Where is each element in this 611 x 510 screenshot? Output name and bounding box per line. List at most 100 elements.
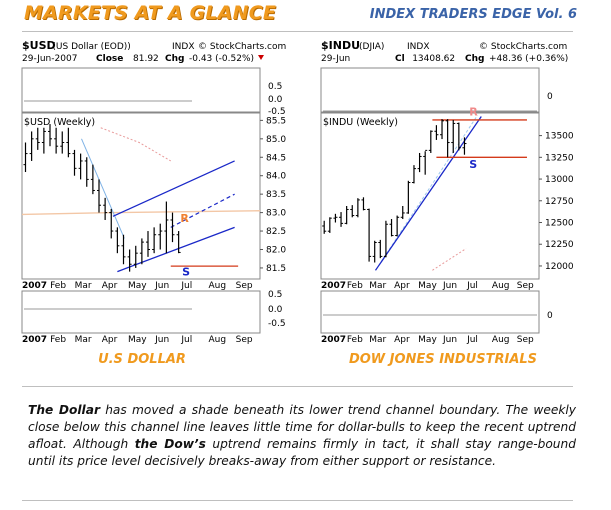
- uptrend-line: [374, 116, 482, 271]
- y-tick-label: 12250: [545, 240, 574, 250]
- y-tick-label: 12500: [545, 219, 574, 229]
- resistance-marker: R: [180, 212, 189, 225]
- chart-date: 29-Jun-2007: [22, 54, 77, 64]
- x-tick-label-bottom: Jun: [442, 335, 457, 345]
- chart-exchange: INDX: [407, 42, 429, 52]
- x-tick-label-bottom: Feb: [50, 335, 66, 345]
- support-marker: S: [469, 158, 477, 171]
- y-tick-label: 12000: [545, 262, 574, 272]
- y-tick-label: 82.5: [266, 227, 286, 237]
- usd-caption: U.S DOLLAR: [98, 352, 186, 367]
- top-indicator-panel: [320, 67, 540, 113]
- chart-symbol: $INDU: [321, 39, 360, 52]
- x-tick-label: Apr: [394, 281, 410, 291]
- x-tick-label-bottom: Jun: [154, 335, 169, 345]
- y-tick-label: 82.0: [266, 245, 286, 255]
- y-tick-label: 85.5: [266, 116, 286, 126]
- x-tick-label: Mar: [75, 281, 92, 291]
- bottom-indicator-panel: [320, 290, 540, 334]
- indu-caption: DOW JONES INDUSTRIALS: [348, 352, 538, 367]
- x-tick-label-bottom: Mar: [369, 335, 386, 345]
- y-tick-label: 84.5: [266, 153, 286, 163]
- y-tick-label: 81.5: [266, 264, 286, 274]
- chg-label: Chg: [465, 54, 484, 64]
- x-tick-label-bottom: Mar: [75, 335, 92, 345]
- price-panel: [21, 112, 261, 280]
- top-tick-label: 0.5: [268, 82, 282, 92]
- dow-label: the Dow’s: [134, 437, 206, 451]
- y-tick-label: 85.0: [266, 135, 286, 145]
- price-panel: [320, 112, 540, 280]
- chart-name: (DJIA): [359, 42, 384, 52]
- x-tick-label: Feb: [50, 281, 66, 291]
- y-tick-label: 13250: [545, 153, 574, 163]
- close-value: 13408.62: [412, 54, 455, 64]
- chg-value: -0.43 (-0.52%): [189, 54, 254, 64]
- x-tick-label-bottom: May: [128, 335, 147, 345]
- page-subtitle: INDEX TRADERS EDGE Vol. 6: [369, 7, 577, 22]
- x-tick-label-bottom: Apr: [394, 335, 410, 345]
- x-tick-label-bottom: Feb: [347, 335, 363, 345]
- dollar-label: The Dollar: [28, 403, 100, 417]
- ma-dashed: [432, 248, 467, 271]
- header-divider: [22, 31, 573, 32]
- y-tick-label: 83.0: [266, 209, 286, 219]
- chg-value: +48.36 (+0.36%): [489, 54, 568, 64]
- x-tick-label: Apr: [102, 281, 118, 291]
- chart-symbol: $USD: [22, 39, 56, 52]
- x-tick-label-bottom: May: [418, 335, 437, 345]
- commentary-text-2: uptrend remains firmly in tact, it shall…: [28, 437, 576, 468]
- bottom-tick-label: 0.0: [268, 305, 283, 315]
- y-tick-label: 84.0: [266, 172, 286, 182]
- chart-source: © StockCharts.com: [479, 42, 567, 52]
- panel-label: $INDU (Weekly): [323, 117, 398, 128]
- year-label-bottom: 2007: [22, 335, 47, 345]
- down-arrow-icon: [258, 55, 264, 60]
- chart-source: © StockCharts.com: [198, 42, 286, 52]
- body-divider: [22, 386, 573, 387]
- bottom-tick-label: -0.5: [268, 319, 286, 329]
- x-tick-label-bottom: Apr: [102, 335, 118, 345]
- x-tick-label: May: [418, 281, 437, 291]
- panel-label: $USD (Weekly): [24, 117, 95, 128]
- x-tick-label: Jun: [154, 281, 169, 291]
- x-tick-label-bottom: Jul: [466, 335, 478, 345]
- year-label: 2007: [321, 281, 346, 291]
- close-value: 81.92: [133, 54, 159, 64]
- y-tick-label: 13500: [545, 132, 574, 142]
- year-label-bottom: 2007: [321, 335, 346, 345]
- chg-label: Chg: [165, 54, 184, 64]
- support-marker: S: [182, 265, 190, 278]
- x-tick-label: Aug: [209, 281, 227, 291]
- x-tick-label: Sep: [236, 281, 253, 291]
- bottom-indicator-panel: [21, 290, 261, 334]
- top-tick-label: 0: [547, 92, 553, 102]
- x-tick-label-bottom: Aug: [492, 335, 510, 345]
- usd-chart: $USD(US Dollar (EOD)) INDX © StockCharts.c…: [21, 39, 286, 345]
- page-title: MARKETS AT A GLANCE: [24, 2, 277, 24]
- x-tick-label: Jun: [442, 281, 457, 291]
- x-tick-label-bottom: Sep: [236, 335, 253, 345]
- x-tick-label-bottom: Sep: [517, 335, 534, 345]
- x-tick-label: Mar: [369, 281, 386, 291]
- channel-upper: [112, 160, 235, 217]
- y-tick-label: 13000: [545, 175, 574, 185]
- channel-middle-dashed: [170, 193, 235, 228]
- footer-divider: [22, 500, 573, 501]
- indu-chart: $INDU(DJIA) INDX © StockCharts.com 29-Jun Cl…: [320, 39, 574, 345]
- x-tick-label-bottom: Jul: [180, 335, 192, 345]
- x-tick-label: May: [128, 281, 147, 291]
- close-label: Close: [96, 54, 123, 64]
- year-label: 2007: [22, 281, 47, 291]
- x-tick-label: Jul: [180, 281, 192, 291]
- x-tick-label: Aug: [492, 281, 510, 291]
- x-tick-label: Feb: [347, 281, 363, 291]
- top-tick-label: 0.0: [268, 95, 283, 105]
- bottom-tick-label: 0.5: [268, 290, 282, 300]
- bottom-tick-label: 0: [547, 311, 553, 321]
- ma-short: [100, 127, 172, 162]
- close-label: Cl: [395, 54, 405, 64]
- chart-date: 29-Jun: [321, 54, 350, 64]
- resistance-marker: R: [469, 106, 478, 119]
- top-indicator-panel: [21, 67, 261, 113]
